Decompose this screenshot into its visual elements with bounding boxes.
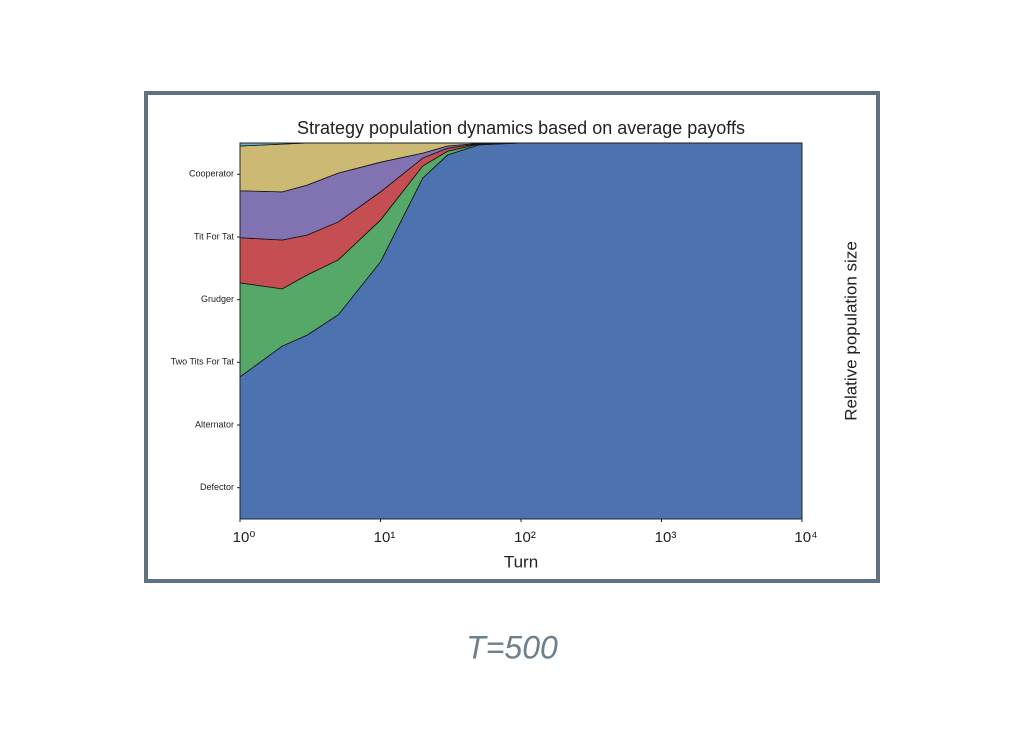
y-tick-label: Grudger	[201, 294, 234, 304]
y-tick-label: Defector	[200, 482, 234, 492]
y-tick-label: Alternator	[195, 419, 234, 429]
y-tick-label: Cooperator	[189, 169, 234, 179]
x-axis-label: Turn	[504, 552, 538, 571]
x-tick-label: 10⁰	[233, 529, 256, 546]
caption: T=500	[466, 629, 558, 665]
y-tick-label: Tit For Tat	[194, 231, 235, 241]
y-axis-label: Relative population size	[841, 241, 860, 421]
chart-title: Strategy population dynamics based on av…	[297, 118, 745, 138]
x-tick-label: 10⁴	[794, 529, 817, 546]
y-tick-label: Two Tits For Tat	[171, 357, 235, 367]
x-tick-label: 10²	[514, 529, 536, 546]
x-tick-label: 10¹	[374, 529, 396, 546]
x-tick-label: 10³	[655, 529, 677, 546]
